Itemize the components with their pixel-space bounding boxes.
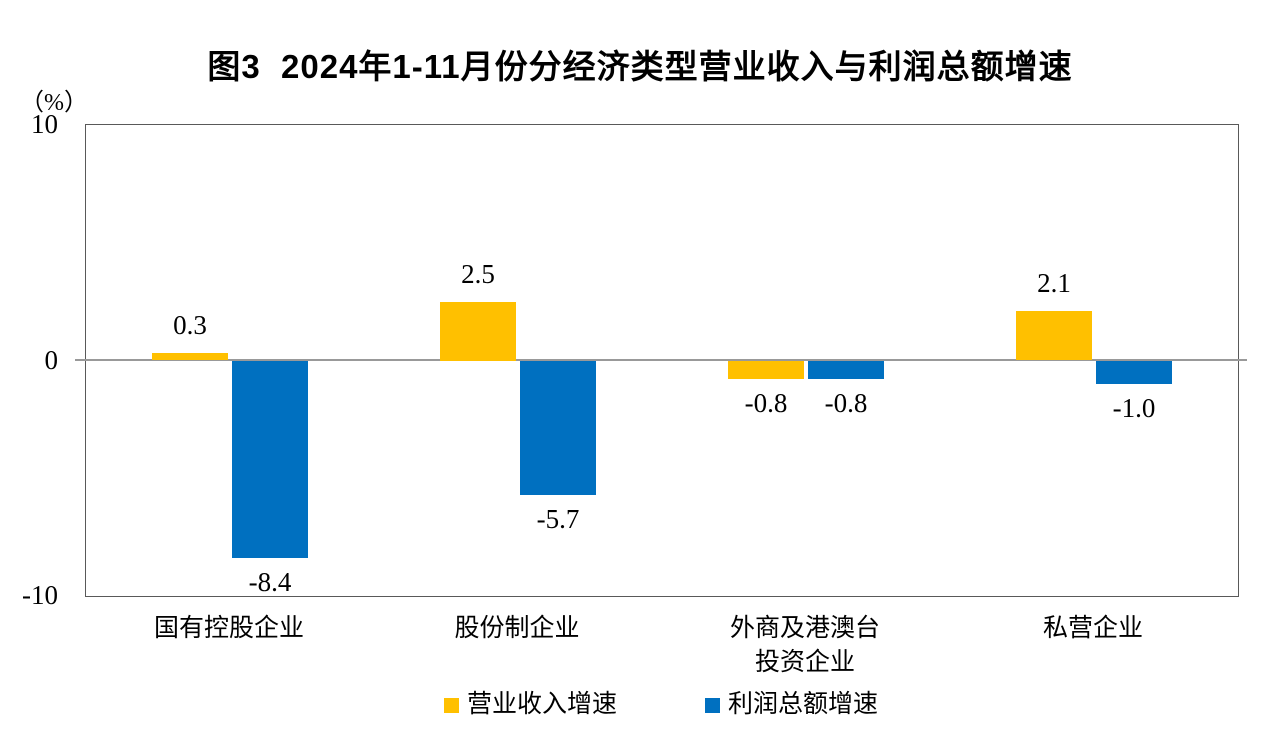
value-label-series1-cat4: 2.1 bbox=[1037, 268, 1071, 299]
bar-series1-cat3 bbox=[728, 360, 804, 380]
category-label-3: 外商及港澳台 投资企业 bbox=[661, 612, 949, 680]
legend: 营业收入增速 利润总额增速 bbox=[85, 690, 1237, 720]
bar-series2-cat2 bbox=[520, 360, 596, 495]
value-label-series1-cat1: 0.3 bbox=[173, 310, 207, 341]
zero-axis-line bbox=[75, 359, 1247, 361]
legend-label: 营业收入增速 bbox=[466, 691, 617, 718]
bar-series1-cat1 bbox=[152, 353, 228, 361]
chart-title: 图3 2024年1-11月份分经济类型营业收入与利润总额增速 bbox=[207, 48, 1073, 85]
bar-series1-cat4 bbox=[1016, 311, 1092, 361]
legend-item-2: 利润总额增速 bbox=[705, 690, 878, 720]
value-label-series2-cat1: -8.4 bbox=[248, 567, 292, 598]
value-label-series1-cat3: -0.8 bbox=[744, 388, 788, 419]
y-axis-unit-label: （%） bbox=[20, 90, 88, 116]
bar-series2-cat3 bbox=[808, 360, 884, 380]
legend-item-1: 营业收入增速 bbox=[443, 690, 617, 720]
bar-series2-cat1 bbox=[232, 360, 308, 559]
category-label-line: 外商及港澳台 bbox=[729, 615, 880, 642]
category-label-line: 股份制企业 bbox=[454, 615, 580, 642]
category-label-line: 国有控股企业 bbox=[153, 615, 304, 642]
bar-series1-cat2 bbox=[440, 301, 516, 361]
value-label-series2-cat4: -1.0 bbox=[1112, 393, 1156, 424]
category-label-4: 私营企业 bbox=[949, 612, 1237, 680]
legend-label: 利润总额增速 bbox=[728, 691, 879, 718]
category-label-line: 私营企业 bbox=[1042, 615, 1143, 642]
y-axis-tick-10: 10 bbox=[31, 109, 58, 139]
y-axis-tick-0: 0 bbox=[44, 345, 59, 375]
category-label-1: 国有控股企业 bbox=[85, 612, 373, 680]
category-label-line: 投资企业 bbox=[754, 649, 855, 676]
value-label-series2-cat2: -5.7 bbox=[536, 503, 580, 534]
category-label-2: 股份制企业 bbox=[373, 612, 661, 680]
plot-area: 0.3 2.5 -0.8 2.1 -8.4 -5.7 -0.8 -1.0 bbox=[75, 124, 1247, 598]
category-axis: 国有控股企业 股份制企业 外商及港澳台 投资企业 私营企业 bbox=[85, 612, 1237, 680]
value-label-series1-cat2: 2.5 bbox=[461, 258, 495, 289]
y-axis-tick-neg10: -10 bbox=[22, 580, 58, 610]
value-label-series2-cat3: -0.8 bbox=[824, 388, 868, 419]
legend-swatch-icon bbox=[443, 697, 459, 713]
bar-series2-cat4 bbox=[1096, 360, 1172, 385]
legend-swatch-icon bbox=[705, 697, 720, 713]
